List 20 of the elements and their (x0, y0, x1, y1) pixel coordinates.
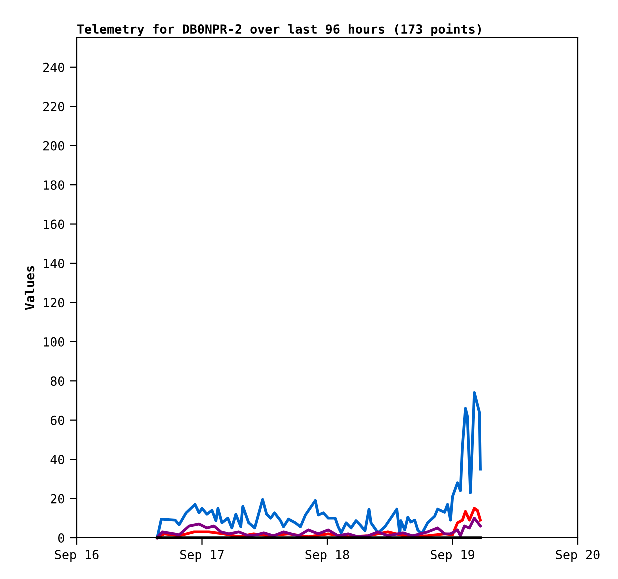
y-tick-label: 40 (50, 455, 64, 465)
y-tick-label: 160 (44, 220, 64, 230)
x-tick-label: Sep 16 (55, 550, 99, 562)
x-tick-label: Sep 17 (180, 550, 224, 562)
y-tick-label: 140 (44, 258, 64, 268)
y-tick-label: 80 (50, 376, 64, 386)
y-tick-label: 60 (50, 416, 64, 426)
x-tick-label: Sep 20 (556, 550, 600, 562)
x-tick-label: Sep 18 (306, 550, 350, 562)
y-tick-label: 0 (58, 534, 64, 543)
y-tick-label: 120 (44, 298, 64, 308)
y-tick-label: 180 (44, 180, 64, 190)
y-tick-label: 220 (44, 102, 64, 112)
y-tick-label: 240 (44, 62, 64, 72)
y-tick-label: 100 (44, 337, 64, 347)
x-tick-label: Sep 19 (431, 550, 474, 562)
y-tick-label: 200 (44, 141, 64, 151)
y-axis-title: Values (24, 266, 35, 310)
chart-title: Telemetry for DB0NPR-2 over last 96 hours (173 points) (78, 24, 482, 36)
y-tick-label: 20 (51, 494, 64, 504)
